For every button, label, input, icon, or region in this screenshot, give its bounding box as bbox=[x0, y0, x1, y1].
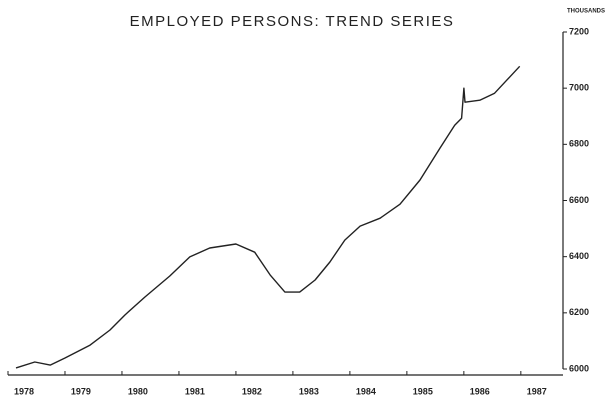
y-tick-label: 7200 bbox=[569, 26, 589, 36]
x-tick-label: 1983 bbox=[299, 386, 319, 396]
y-tick-label: 6800 bbox=[569, 139, 589, 149]
x-tick-label: 1980 bbox=[128, 386, 148, 396]
y-tick-label: 6000 bbox=[569, 363, 589, 373]
x-tick-label: 1987 bbox=[527, 386, 547, 396]
x-tick-label: 1985 bbox=[413, 386, 433, 396]
y-tick-label: 6400 bbox=[569, 251, 589, 261]
x-tick-label: 1981 bbox=[185, 386, 205, 396]
x-tick-label: 1986 bbox=[470, 386, 490, 396]
x-tick-label: 1978 bbox=[14, 386, 34, 396]
y-tick-label: 6200 bbox=[569, 307, 589, 317]
y-tick-label: 7000 bbox=[569, 83, 589, 93]
line-series bbox=[15, 65, 521, 369]
x-tick-label: 1979 bbox=[71, 386, 91, 396]
chart-title: EMPLOYED PERSONS: TREND SERIES bbox=[130, 13, 455, 30]
x-tick-label: 1984 bbox=[356, 386, 376, 396]
y-tick-label: 6600 bbox=[569, 195, 589, 205]
y-unit-label: THOUSANDS bbox=[567, 9, 605, 15]
x-tick-label: 1982 bbox=[242, 386, 262, 396]
